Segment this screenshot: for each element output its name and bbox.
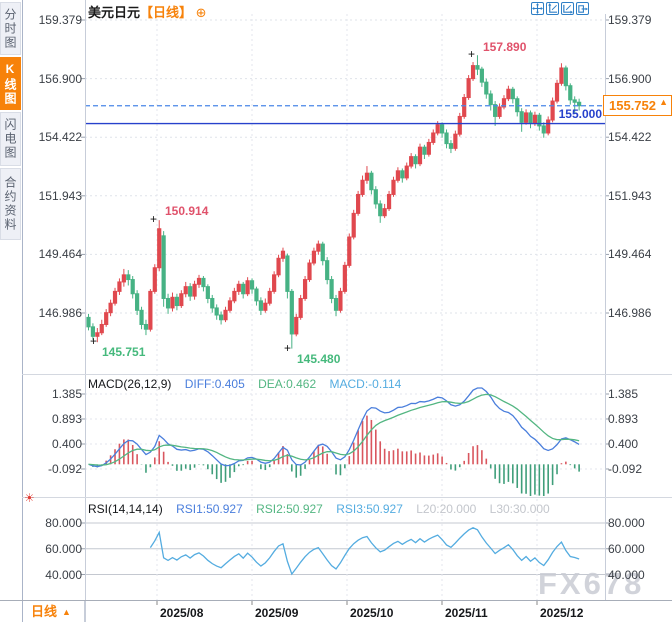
y-axis-label-right: 154.422 [608,130,652,145]
low-marker-icon: + [90,334,98,348]
rsi-axis-label-right: 60.000 [608,541,645,556]
x-axis-label: 2025/12 [540,606,584,620]
macd-axis-label-right: 0.893 [608,411,639,426]
rsi-axis-label-left: 60.000 [45,541,82,556]
sidebar-item-4[interactable]: 合约资料 [0,168,21,240]
macd-axis-label-right: 0.400 [608,437,639,451]
rsi-l20-value: L20:20.000 [416,502,477,516]
period-arrow-icon: ▲ [62,607,71,617]
macd-header: MACD(26,12,9) DIFF:0.405 DEA:0.462 MACD:… [88,377,401,391]
macd-diff-value: DIFF:0.405 [184,377,245,391]
macd-axis-label-left: 0.400 [51,437,82,451]
support-price-label: 155.000 [558,107,602,121]
low-price-annotation: 145.751 [102,345,146,359]
macd-axis-label-right: 1.385 [608,387,639,401]
rsi2-value: RSI2:50.927 [256,502,323,516]
x-axis-label: 2025/11 [445,606,488,620]
symbol-title: 美元日元 [88,5,141,20]
macd-value: MACD:-0.114 [329,377,402,391]
export-icon[interactable] [576,2,589,15]
x-axis-label: 2025/10 [350,606,394,620]
y-axis-label-right: 159.379 [608,13,652,27]
price-up-arrow-icon: ▲ [659,97,668,107]
y-axis-label-right: 146.986 [608,305,652,320]
rsi1-value: RSI1:50.927 [176,502,243,516]
macd-axis-label-left: 0.893 [51,411,82,426]
y-axis-label-left: 156.900 [38,71,82,86]
rsi3-value: RSI3:50.927 [336,502,403,516]
y-axis-label-right: 156.900 [608,71,652,86]
rsi-panel-separator [22,497,672,498]
rsi-l30-value: L30:30.000 [489,502,550,516]
y-axis-label-left: 149.464 [38,247,82,262]
last-price-tag: 155.752 ▲ [603,95,672,116]
y-axis-label-left: 159.379 [38,13,82,27]
x-axis-label: 2025/08 [160,606,204,620]
macd-label: MACD(26,12,9) [88,377,172,391]
axis-right-divider [605,14,606,600]
macd-axis-label-left: 1.385 [51,387,82,401]
period-tag: 【日线】 [140,5,193,20]
sidebar-divider [22,0,23,622]
live-indicator-icon: ☀ [24,491,35,505]
rsi-axis-label-left: 40.000 [45,567,82,582]
rsi-header: RSI(14,14,14) RSI1:50.927 RSI2:50.927 RS… [88,502,550,516]
period-selector[interactable]: 日线 ▲ [22,601,85,622]
high-price-annotation: 157.890 [483,40,527,54]
macd-panel-separator [22,374,672,375]
add-indicator-icon[interactable]: ⊕ [195,5,207,20]
period-selector-label: 日线 [31,604,58,619]
sidebar-item-1[interactable]: 分时图 [0,2,21,55]
y-axis-label-right: 149.464 [608,247,652,262]
last-price-value: 155.752 [609,98,656,113]
watermark: FX678 [538,566,645,601]
x-axis-label: 2025/09 [255,606,299,620]
y-axis-label-right: 151.943 [608,188,652,203]
high-price-annotation: 150.914 [165,204,209,218]
low-price-annotation: 145.480 [297,352,341,366]
y-axis-scale-icon[interactable] [546,2,559,15]
sidebar-item-2[interactable]: K线图 [0,57,21,110]
high-marker-icon: + [150,212,158,226]
high-marker-icon: + [468,47,476,61]
rsi-axis-label-right: 40.000 [608,567,645,582]
rsi-axis-label-left: 80.000 [45,516,82,530]
macd-axis-label-right: -0.092 [608,461,643,476]
macd-dea-value: DEA:0.462 [258,377,317,391]
sidebar-item-3[interactable]: 闪电图 [0,112,21,166]
chart-title-row: 美元日元【日线】 ⊕ [88,2,207,21]
y-axis-label-left: 146.986 [38,305,82,320]
x-axis-scale-icon[interactable] [561,2,574,15]
axis-left-divider [85,0,86,622]
move-icon[interactable] [531,2,544,15]
macd-axis-label-left: -0.092 [47,461,82,476]
rsi-axis-label-right: 80.000 [608,516,645,530]
y-axis-label-left: 154.422 [38,130,82,145]
low-marker-icon: + [284,341,292,355]
y-axis-label-left: 151.943 [38,188,82,203]
xaxis-separator [0,600,672,601]
rsi-label: RSI(14,14,14) [88,502,163,516]
